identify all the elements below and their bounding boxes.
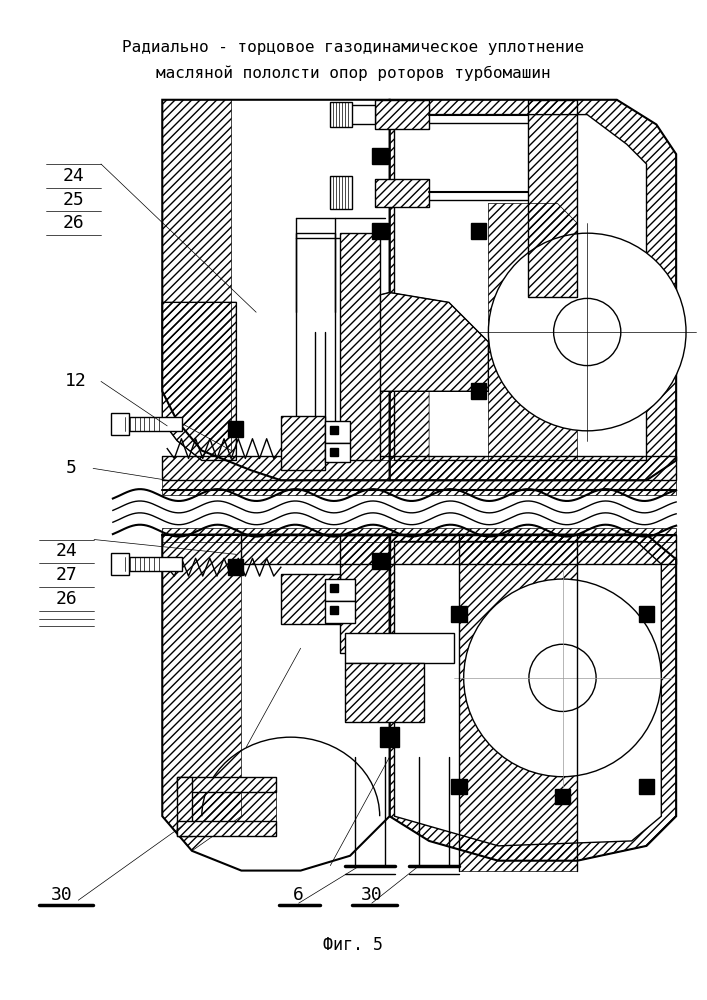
Bar <box>340 535 390 653</box>
Bar <box>471 223 486 239</box>
Bar <box>375 100 429 129</box>
Text: 25: 25 <box>62 191 84 209</box>
Bar <box>638 606 655 622</box>
Bar <box>123 557 182 571</box>
Text: 27: 27 <box>56 566 77 584</box>
Circle shape <box>464 579 661 777</box>
Polygon shape <box>390 100 676 480</box>
Bar <box>528 100 578 297</box>
Text: 24: 24 <box>56 542 77 560</box>
Polygon shape <box>350 292 489 391</box>
Bar <box>281 416 325 470</box>
Bar <box>375 100 429 129</box>
Text: 30: 30 <box>51 886 72 904</box>
Bar <box>340 233 380 460</box>
Bar <box>177 777 276 836</box>
Bar <box>325 421 350 443</box>
Bar <box>372 223 387 239</box>
Bar <box>163 456 676 480</box>
Text: 30: 30 <box>361 886 382 904</box>
Bar <box>177 821 276 836</box>
Bar <box>375 179 429 207</box>
Text: 5: 5 <box>66 459 77 477</box>
Text: 26: 26 <box>62 214 84 232</box>
Bar <box>459 535 578 871</box>
Bar <box>325 443 350 462</box>
Bar <box>330 426 338 434</box>
Bar <box>281 574 340 624</box>
Bar <box>330 176 352 209</box>
Bar <box>330 606 338 614</box>
Bar <box>325 601 355 623</box>
Text: 24: 24 <box>62 167 84 185</box>
Bar <box>330 448 338 456</box>
Bar <box>451 606 467 622</box>
Bar <box>375 179 429 207</box>
Bar <box>163 528 676 542</box>
Bar <box>471 383 486 399</box>
Bar <box>177 777 276 792</box>
Bar <box>111 553 129 575</box>
Bar <box>345 663 424 722</box>
Circle shape <box>554 298 621 366</box>
Bar <box>380 727 399 747</box>
Text: 26: 26 <box>56 590 77 608</box>
Bar <box>163 456 676 480</box>
Text: 12: 12 <box>64 372 86 390</box>
Polygon shape <box>163 535 390 871</box>
Text: 6: 6 <box>293 886 304 904</box>
Bar <box>325 579 355 601</box>
Bar <box>554 789 571 804</box>
Bar <box>281 416 325 470</box>
Polygon shape <box>390 535 676 861</box>
Circle shape <box>489 233 686 431</box>
Bar <box>451 779 467 794</box>
Bar <box>372 148 387 164</box>
Polygon shape <box>163 100 390 480</box>
Bar <box>123 417 182 431</box>
Bar <box>330 584 338 592</box>
Bar <box>340 535 390 653</box>
Bar <box>340 233 380 460</box>
Text: Фиг. 5: Фиг. 5 <box>323 936 383 954</box>
Circle shape <box>529 644 596 711</box>
Bar <box>528 100 578 297</box>
Text: масляной пололсти опор роторов турбомашин: масляной пололсти опор роторов турбомаши… <box>156 65 550 81</box>
Bar <box>228 559 243 575</box>
Bar <box>163 480 676 495</box>
Bar <box>111 413 129 435</box>
Bar <box>228 421 243 437</box>
Bar <box>177 777 192 836</box>
Bar <box>345 633 454 663</box>
Bar <box>345 663 424 722</box>
Bar <box>340 105 375 124</box>
Text: Радиально - торцовое газодинамическое уплотнение: Радиально - торцовое газодинамическое уп… <box>122 40 584 55</box>
Bar <box>330 102 352 127</box>
Bar <box>638 779 655 794</box>
Polygon shape <box>395 542 661 846</box>
Bar <box>241 535 676 564</box>
Bar <box>241 535 676 564</box>
Polygon shape <box>395 115 646 460</box>
Bar <box>281 574 340 624</box>
Bar <box>372 553 387 569</box>
Bar <box>296 233 335 431</box>
